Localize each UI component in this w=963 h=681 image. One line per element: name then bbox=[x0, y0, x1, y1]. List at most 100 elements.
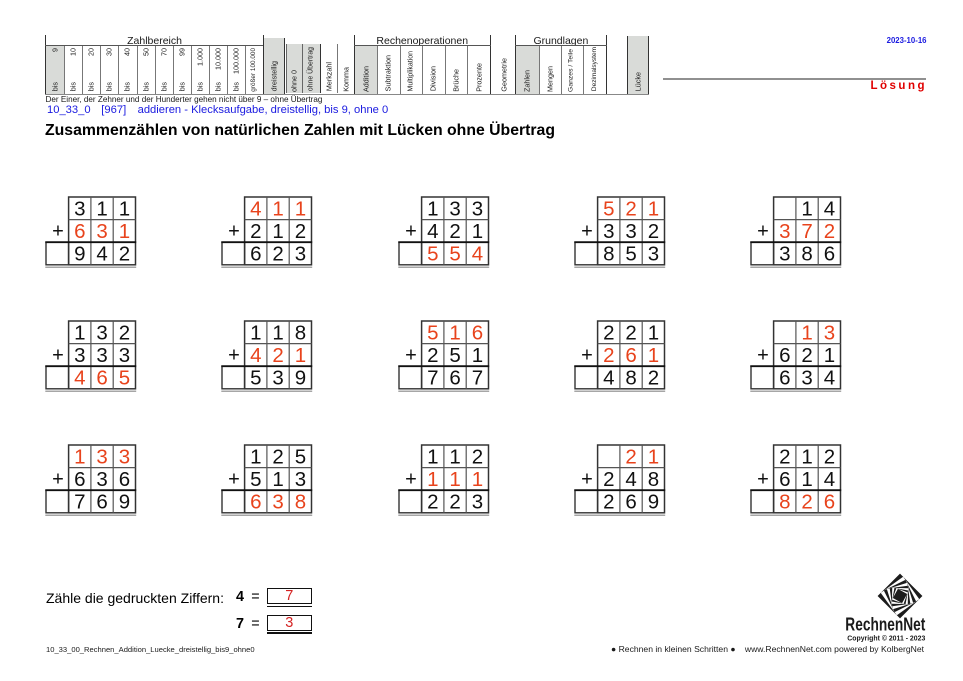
svg-text:1: 1 bbox=[648, 322, 659, 345]
svg-text:+: + bbox=[52, 468, 64, 490]
svg-text:1: 1 bbox=[449, 468, 460, 491]
svg-text:5: 5 bbox=[250, 367, 261, 390]
svg-text:4: 4 bbox=[74, 367, 85, 390]
svg-text:8: 8 bbox=[802, 243, 813, 266]
svg-text:+: + bbox=[757, 468, 769, 490]
svg-text:+: + bbox=[581, 221, 593, 243]
svg-text:RechnenNet: RechnenNet bbox=[845, 615, 925, 635]
svg-text:5: 5 bbox=[603, 198, 614, 221]
svg-text:+: + bbox=[757, 345, 769, 367]
svg-text:3: 3 bbox=[96, 220, 107, 243]
svg-text:2: 2 bbox=[250, 220, 261, 243]
svg-text:2: 2 bbox=[648, 220, 659, 243]
svg-text:6: 6 bbox=[625, 344, 636, 367]
svg-text:3: 3 bbox=[272, 367, 283, 390]
svg-text:6: 6 bbox=[96, 367, 107, 390]
svg-text:8: 8 bbox=[648, 468, 659, 491]
svg-text:2: 2 bbox=[295, 220, 306, 243]
svg-text:2: 2 bbox=[118, 322, 129, 345]
svg-text:7: 7 bbox=[471, 367, 482, 390]
svg-text:2: 2 bbox=[603, 322, 614, 345]
svg-text:8: 8 bbox=[779, 490, 790, 513]
svg-text:1: 1 bbox=[74, 322, 85, 345]
svg-text:3: 3 bbox=[471, 198, 482, 221]
svg-text:1: 1 bbox=[802, 322, 813, 345]
svg-text:7: 7 bbox=[427, 367, 438, 390]
svg-text:+: + bbox=[757, 221, 769, 243]
svg-text:9: 9 bbox=[295, 367, 306, 390]
svg-text:1: 1 bbox=[250, 445, 261, 468]
svg-text:1: 1 bbox=[272, 220, 283, 243]
svg-text:9: 9 bbox=[74, 243, 85, 266]
svg-text:2: 2 bbox=[272, 243, 283, 266]
svg-text:1: 1 bbox=[250, 322, 261, 345]
svg-text:1: 1 bbox=[802, 468, 813, 491]
svg-text:9: 9 bbox=[118, 490, 129, 513]
svg-text:4: 4 bbox=[471, 243, 482, 266]
svg-text:2: 2 bbox=[427, 490, 438, 513]
svg-text:6: 6 bbox=[779, 344, 790, 367]
svg-text:3: 3 bbox=[779, 243, 790, 266]
svg-text:2: 2 bbox=[648, 367, 659, 390]
svg-text:5: 5 bbox=[449, 344, 460, 367]
svg-text:3: 3 bbox=[96, 445, 107, 468]
svg-text:1: 1 bbox=[74, 445, 85, 468]
svg-text:6: 6 bbox=[824, 490, 835, 513]
svg-text:3: 3 bbox=[295, 243, 306, 266]
svg-text:1: 1 bbox=[427, 198, 438, 221]
svg-text:2: 2 bbox=[824, 445, 835, 468]
svg-text:3: 3 bbox=[779, 220, 790, 243]
svg-text:4: 4 bbox=[824, 198, 835, 221]
svg-text:+: + bbox=[228, 345, 240, 367]
svg-text:6: 6 bbox=[250, 243, 261, 266]
svg-text:2: 2 bbox=[779, 445, 790, 468]
svg-text:2: 2 bbox=[603, 468, 614, 491]
svg-text:3: 3 bbox=[74, 344, 85, 367]
svg-text:1: 1 bbox=[471, 344, 482, 367]
svg-text:5: 5 bbox=[427, 322, 438, 345]
svg-text:+: + bbox=[52, 345, 64, 367]
svg-text:1: 1 bbox=[96, 198, 107, 221]
svg-text:1: 1 bbox=[272, 198, 283, 221]
svg-text:7: 7 bbox=[802, 220, 813, 243]
svg-text:1: 1 bbox=[824, 344, 835, 367]
svg-text:2: 2 bbox=[272, 344, 283, 367]
svg-text:8: 8 bbox=[625, 367, 636, 390]
svg-text:1: 1 bbox=[802, 198, 813, 221]
svg-text:6: 6 bbox=[779, 367, 790, 390]
svg-text:2: 2 bbox=[471, 445, 482, 468]
svg-text:2: 2 bbox=[449, 490, 460, 513]
svg-text:6: 6 bbox=[250, 490, 261, 513]
svg-text:2: 2 bbox=[603, 490, 614, 513]
svg-text:7: 7 bbox=[74, 490, 85, 513]
svg-text:5: 5 bbox=[250, 468, 261, 491]
svg-text:4: 4 bbox=[250, 344, 261, 367]
svg-text:1: 1 bbox=[118, 198, 129, 221]
svg-text:3: 3 bbox=[802, 367, 813, 390]
svg-text:3: 3 bbox=[603, 220, 614, 243]
svg-text:6: 6 bbox=[96, 490, 107, 513]
svg-text:6: 6 bbox=[824, 243, 835, 266]
svg-text:2: 2 bbox=[824, 220, 835, 243]
svg-text:+: + bbox=[405, 345, 417, 367]
svg-text:1: 1 bbox=[272, 468, 283, 491]
svg-text:+: + bbox=[581, 468, 593, 490]
svg-text:2: 2 bbox=[802, 490, 813, 513]
svg-text:2: 2 bbox=[603, 344, 614, 367]
svg-text:8: 8 bbox=[295, 490, 306, 513]
svg-text:6: 6 bbox=[471, 322, 482, 345]
svg-text:1: 1 bbox=[648, 198, 659, 221]
svg-text:+: + bbox=[228, 221, 240, 243]
svg-text:6: 6 bbox=[625, 490, 636, 513]
svg-text:8: 8 bbox=[295, 322, 306, 345]
svg-text:1: 1 bbox=[648, 344, 659, 367]
svg-text:1: 1 bbox=[427, 445, 438, 468]
svg-text:6: 6 bbox=[779, 468, 790, 491]
svg-text:3: 3 bbox=[96, 322, 107, 345]
svg-text:4: 4 bbox=[603, 367, 614, 390]
svg-text:4: 4 bbox=[625, 468, 636, 491]
svg-text:3: 3 bbox=[96, 468, 107, 491]
svg-text:9: 9 bbox=[648, 490, 659, 513]
svg-text:6: 6 bbox=[118, 468, 129, 491]
svg-text:2: 2 bbox=[802, 344, 813, 367]
